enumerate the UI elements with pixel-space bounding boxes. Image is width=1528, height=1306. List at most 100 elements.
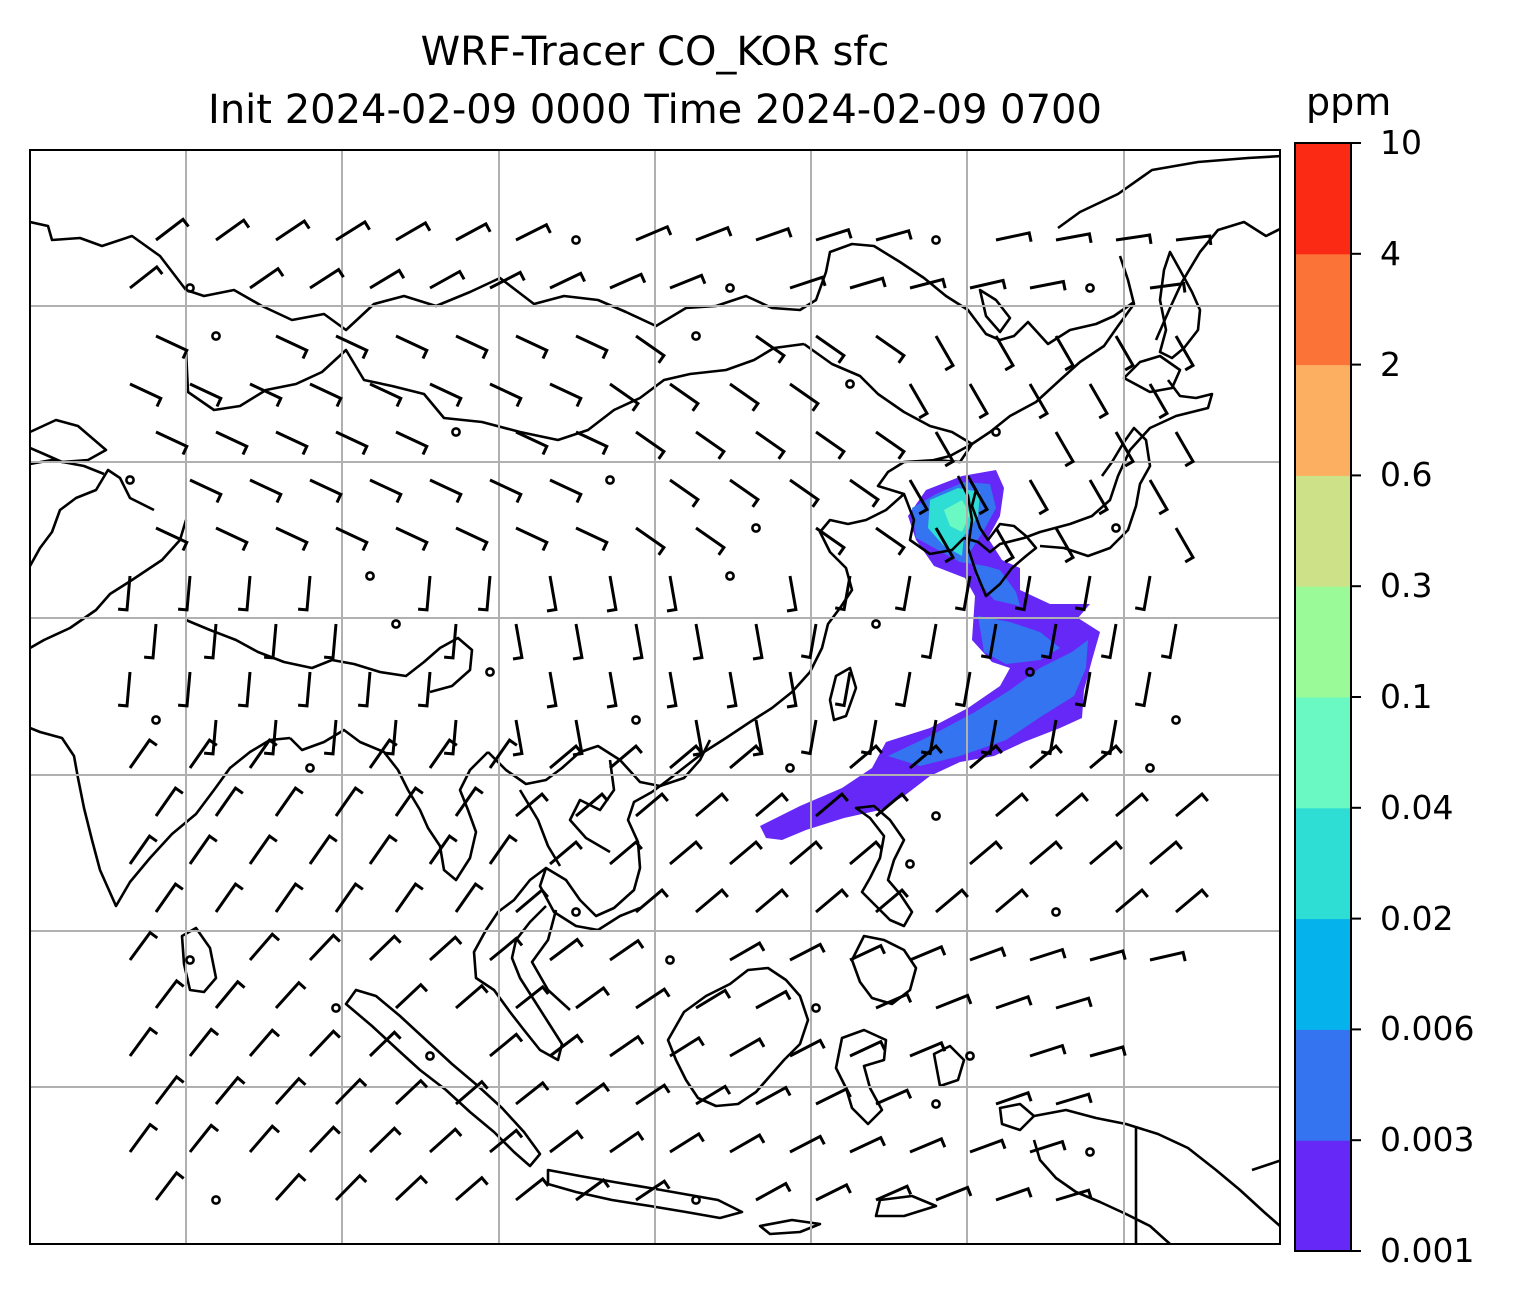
wind-barb	[669, 743, 703, 770]
wind-barb	[274, 1076, 307, 1106]
wind-barb	[1175, 234, 1213, 246]
wind-barb-calm	[931, 235, 941, 245]
wind-barb	[575, 985, 611, 1010]
colorbar-segment	[1295, 364, 1351, 476]
wind-barb	[815, 1182, 852, 1202]
colorbar-segment	[1295, 1029, 1351, 1141]
wind-barb	[215, 218, 251, 242]
wind-barb	[489, 382, 523, 408]
wind-barb	[1115, 887, 1149, 914]
wind-barb	[934, 335, 956, 372]
wind-barb	[155, 217, 190, 242]
wind-barb	[489, 270, 526, 290]
colorbar-tick-label: 0.04	[1380, 787, 1454, 827]
wind-barb	[1114, 335, 1136, 372]
wind-barb	[1115, 791, 1149, 818]
wind-barb	[274, 1172, 307, 1202]
wind-barb	[815, 227, 853, 242]
wind-barb	[729, 478, 760, 508]
coast-central-asia-n	[30, 220, 1135, 346]
wind-barb-calm	[185, 955, 195, 965]
wind-barb	[575, 334, 609, 360]
wind-barb-calm	[931, 1099, 941, 1109]
wind-barb	[1174, 527, 1196, 564]
wind-barb	[632, 623, 644, 661]
wind-barb	[203, 623, 218, 660]
wind-barb	[249, 382, 283, 408]
wind-barb-calm	[151, 715, 161, 725]
wind-barb	[755, 1085, 792, 1106]
wind-barb	[860, 719, 878, 756]
wind-barb	[335, 430, 369, 456]
wind-barb	[1148, 383, 1170, 420]
wind-barb	[477, 575, 492, 612]
wind-barb	[515, 1176, 550, 1202]
wind-barb-calm	[931, 811, 941, 821]
wind-barb	[800, 623, 818, 660]
wind-barb	[515, 791, 549, 818]
wind-barb	[1160, 623, 1178, 660]
wind-barb	[117, 671, 132, 708]
colorbar-segment	[1295, 475, 1351, 587]
wind-barb	[215, 430, 249, 456]
wind-barb	[995, 1090, 1033, 1106]
wind-barb	[954, 671, 972, 708]
wind-barb	[729, 839, 763, 866]
coast-pakistan	[30, 468, 155, 567]
wind-barb	[323, 719, 338, 756]
wind-barb	[274, 786, 304, 817]
wind-barb	[512, 623, 524, 661]
wind-barb	[894, 671, 912, 708]
wind-barb	[875, 430, 906, 460]
wind-barb	[849, 1039, 886, 1058]
wind-barb	[323, 623, 338, 660]
wind-barb	[849, 839, 883, 866]
wind-barb	[1134, 671, 1152, 708]
wind-barb	[609, 938, 645, 962]
map-title-line2: Init 2024-02-09 0000 Time 2024-02-09 070…	[208, 87, 1102, 133]
wind-barb	[755, 334, 786, 364]
wind-barb	[572, 719, 584, 757]
wind-barb	[1055, 232, 1093, 244]
wind-barb	[1014, 575, 1032, 612]
wind-barb	[155, 526, 189, 552]
wind-barb	[214, 979, 246, 1009]
wind-barb	[755, 430, 786, 460]
wind-barb-calm	[185, 283, 195, 293]
wind-barb-calm	[1025, 667, 1035, 677]
wind-barb	[752, 623, 764, 661]
wind-barb	[1149, 839, 1183, 866]
wind-barb	[549, 478, 583, 504]
wind-barb	[849, 743, 883, 770]
wind-barb	[980, 719, 998, 756]
wind-barb	[609, 1130, 645, 1154]
wind-barb	[669, 478, 700, 508]
wind-barb	[1089, 949, 1127, 962]
wind-barb-calm	[991, 427, 1001, 437]
wind-barb	[248, 1124, 281, 1153]
colorbar-segment	[1295, 918, 1351, 1030]
wind-barb	[755, 226, 793, 242]
wind-barb	[1114, 431, 1136, 468]
wind-barb	[275, 526, 309, 552]
wind-barb	[995, 231, 1033, 243]
wind-barb	[1134, 575, 1152, 612]
wind-barb	[188, 738, 218, 769]
wind-barb	[789, 382, 820, 412]
wind-barb	[455, 334, 489, 360]
wind-barb	[248, 834, 278, 865]
wind-barb	[248, 738, 278, 769]
wind-barb	[334, 882, 364, 913]
wind-barb	[334, 1173, 368, 1202]
colorbar-tick-label: 0.003	[1380, 1120, 1475, 1160]
wind-barb	[546, 575, 558, 613]
wind-barb	[969, 743, 1003, 770]
wind-barb	[789, 839, 823, 866]
wind-barb	[1089, 743, 1123, 770]
wind-barb-calm	[725, 283, 735, 293]
wind-barb	[935, 1185, 973, 1202]
colorbar-segment	[1295, 253, 1351, 366]
wind-barb	[1149, 281, 1187, 293]
wind-barb	[549, 271, 586, 290]
wind-barb	[549, 743, 583, 770]
